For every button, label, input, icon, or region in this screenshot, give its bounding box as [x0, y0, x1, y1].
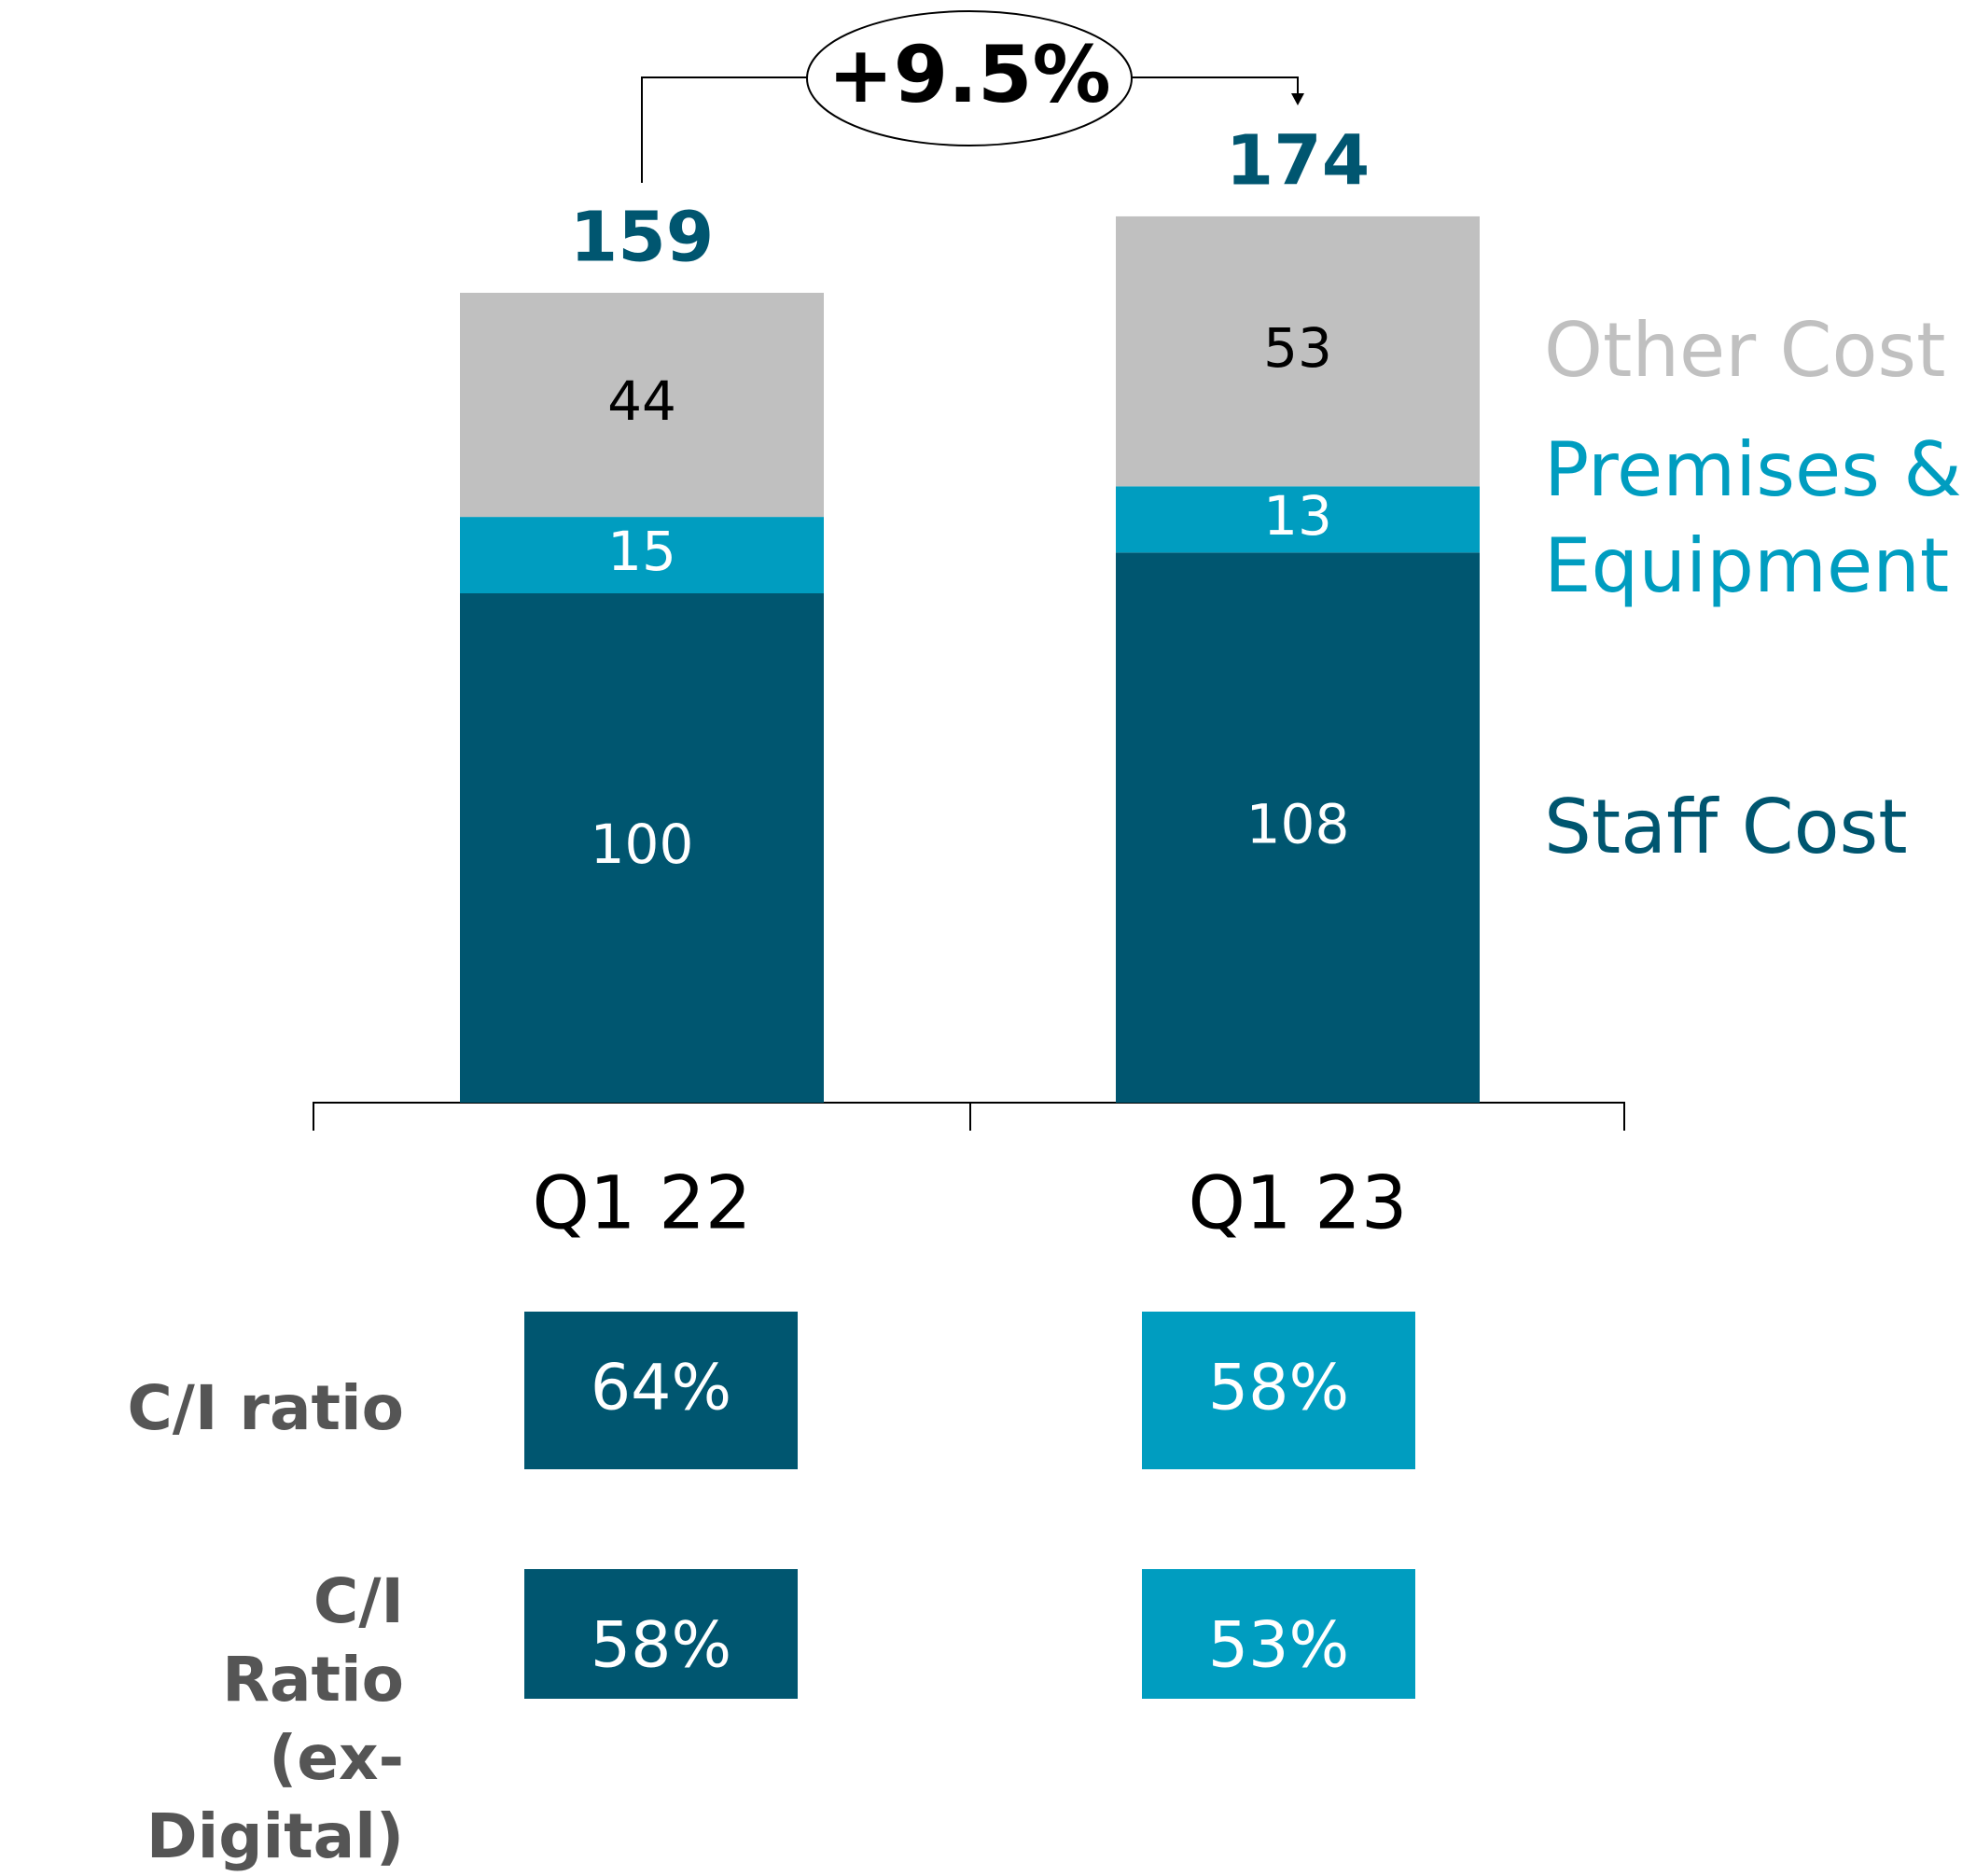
ratio-box [524, 1569, 798, 1699]
annotation-arrow [1291, 93, 1304, 105]
ratio-box [1142, 1312, 1415, 1469]
total-label: 159 [570, 197, 714, 277]
annotation-line [1132, 76, 1299, 95]
bar-segment [1116, 486, 1480, 553]
row-label: C/I Ratio (ex-Digital) [146, 1565, 404, 1872]
legend-label: Premises & Equipment [1544, 426, 1962, 609]
data-label: 15 [607, 520, 676, 583]
ratio-label: 58% [591, 1609, 731, 1683]
bar-segment [460, 517, 824, 593]
ratio-label: 58% [1208, 1352, 1349, 1425]
data-label: 108 [1246, 792, 1350, 855]
legend-label: Staff Cost [1544, 784, 1908, 870]
data-label: 13 [1263, 484, 1332, 548]
bar-segment [460, 292, 824, 518]
annotation-line [641, 76, 807, 183]
bar-segment [1116, 215, 1480, 487]
row-label: C/I ratio [127, 1372, 404, 1444]
ratio-label: 64% [591, 1352, 731, 1425]
x-tick-label: Q1 22 [532, 1161, 751, 1245]
axis-line [313, 1102, 1625, 1131]
data-label: 44 [607, 369, 676, 433]
data-label: 53 [1263, 316, 1332, 380]
data-label: 100 [591, 813, 694, 876]
x-tick-label: Q1 23 [1188, 1161, 1407, 1245]
chart: +9.5% 100 15 44 159 Q1 22 108 13 53 174 Q1 23 64% 5… [313, 10, 1625, 1699]
legend-label: Other Cost [1544, 307, 1946, 394]
bar-segment [1116, 552, 1480, 1103]
bar-segment [460, 593, 824, 1103]
total-label: 174 [1226, 120, 1370, 201]
annotation: +9.5% [828, 29, 1110, 120]
ratio-box [524, 1312, 798, 1469]
ratio-label: 53% [1208, 1609, 1349, 1683]
ratio-box [1142, 1569, 1415, 1699]
page: +9.5% 100 15 44 159 Q1 22 108 13 53 174 Q1 23 64% 5… [127, 10, 1962, 1872]
